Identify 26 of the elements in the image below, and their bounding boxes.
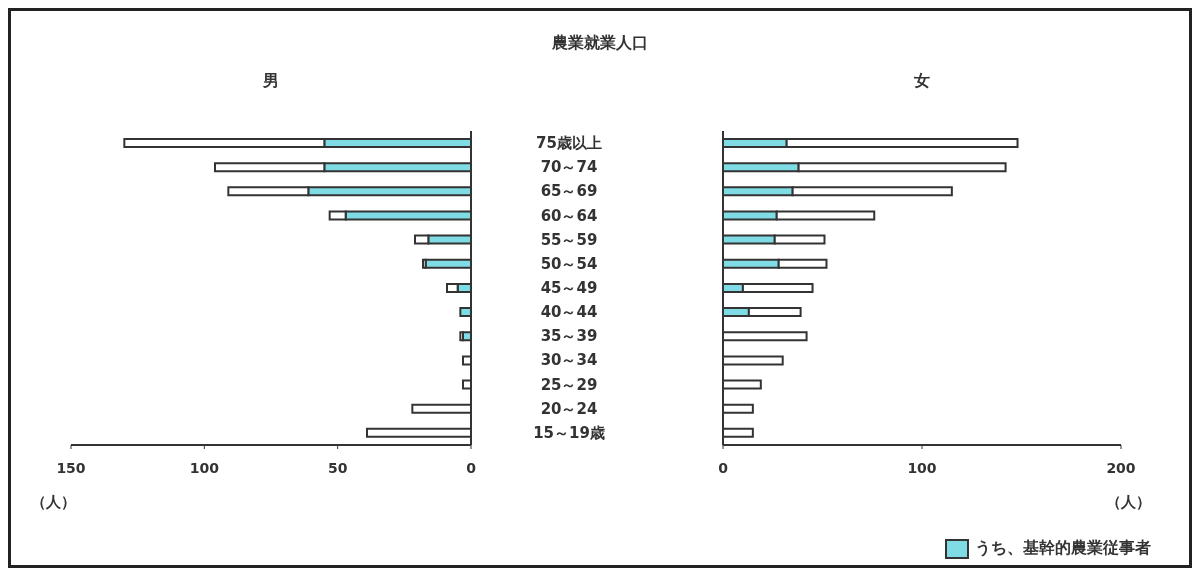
x-tick-label: 0: [466, 459, 477, 476]
y-tick-label: 60～64: [540, 206, 598, 225]
text: 農業就業人口: [551, 33, 649, 54]
chart-title: 男: [262, 71, 280, 92]
y-tick-label: 75歳以上: [536, 134, 602, 153]
x-tick-label: 100: [907, 459, 937, 476]
x-axis-title: （人）: [1106, 493, 1151, 512]
x-tick-label: 0: [718, 459, 729, 476]
y-tick-label: 70～74: [540, 158, 598, 177]
y-tick-label: 35～39: [540, 327, 598, 346]
chart-title: 女: [913, 71, 931, 92]
x-tick-label: 100: [189, 459, 220, 476]
y-tick-label: 50～54: [540, 254, 598, 273]
y-tick-label: 15～19歳: [533, 423, 605, 442]
x-tick-label: 50: [327, 459, 348, 476]
y-tick-label: 45～49: [540, 279, 598, 297]
x-axis-title: （人）: [31, 493, 76, 512]
legend-label: うち、基幹的農業従事者: [975, 538, 1151, 559]
y-tick-label: 65～69: [540, 182, 598, 201]
y-tick-label: 25～29: [540, 375, 598, 394]
y-tick-label: 30～34: [540, 351, 598, 370]
y-tick-label: 55～59: [540, 230, 598, 249]
y-tick-label: 20～24: [540, 399, 598, 418]
y-tick-label: 40～44: [540, 303, 598, 322]
x-tick-label: 150: [56, 459, 86, 476]
x-tick-label: 200: [1106, 459, 1136, 476]
